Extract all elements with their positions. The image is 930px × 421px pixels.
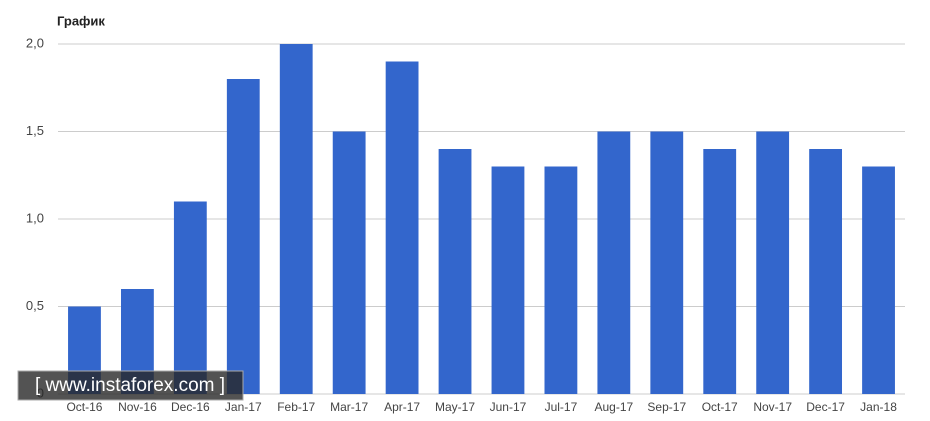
watermark: [ www.instaforex.com ] <box>35 375 225 396</box>
x-tick-label: Mar-17 <box>330 400 368 414</box>
x-tick-label: Feb-17 <box>277 400 315 414</box>
bar <box>650 131 684 394</box>
bar <box>491 166 525 394</box>
x-tick-label: Jan-18 <box>860 400 897 414</box>
x-tick-label: Jul-17 <box>545 400 578 414</box>
y-tick-label: 0,5 <box>26 298 44 313</box>
x-tick-label: Apr-17 <box>384 400 420 414</box>
chart-title: График <box>57 13 105 28</box>
y-tick-label: 1,0 <box>26 210 44 225</box>
bar <box>703 149 737 394</box>
y-tick-label: 1,5 <box>26 123 44 138</box>
watermark-box <box>17 370 244 401</box>
x-tick-label: Oct-16 <box>66 400 102 414</box>
x-tick-label: Dec-17 <box>806 400 845 414</box>
bar <box>438 149 472 394</box>
bar <box>544 166 578 394</box>
x-tick-label: Aug-17 <box>594 400 633 414</box>
x-tick-label: May-17 <box>435 400 475 414</box>
bar <box>226 79 260 394</box>
bar <box>385 61 419 394</box>
x-tick-label: Jan-17 <box>225 400 262 414</box>
bar <box>756 131 790 394</box>
bar <box>332 131 366 394</box>
x-tick-label: Oct-17 <box>702 400 738 414</box>
bar <box>279 44 313 394</box>
x-tick-label: Nov-17 <box>753 400 792 414</box>
bar <box>597 131 631 394</box>
bar <box>173 201 207 394</box>
x-tick-label: Nov-16 <box>118 400 157 414</box>
bar <box>809 149 843 394</box>
bar <box>862 166 895 394</box>
x-tick-label: Jun-17 <box>490 400 527 414</box>
x-tick-label: Sep-17 <box>647 400 686 414</box>
y-tick-label: 2,0 <box>26 35 44 50</box>
x-tick-label: Dec-16 <box>171 400 210 414</box>
